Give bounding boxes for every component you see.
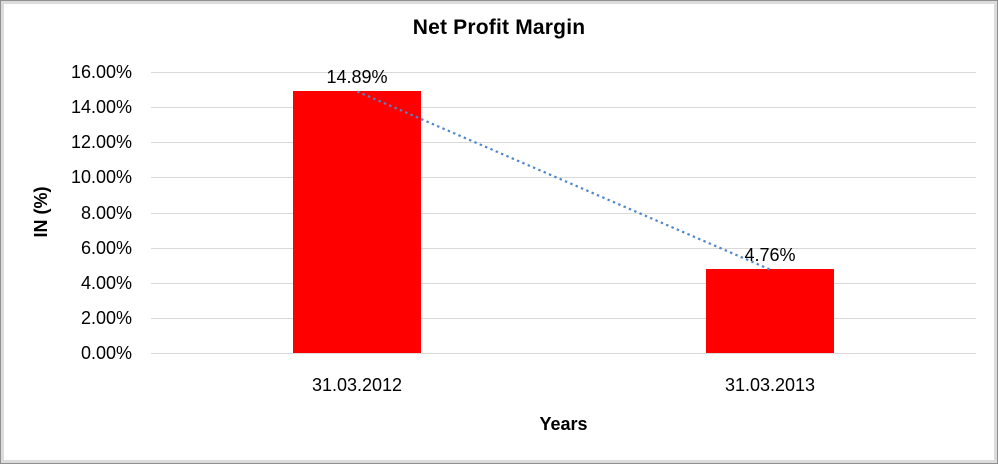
y-tick-label: 2.00% [80, 308, 132, 328]
gridline [151, 177, 976, 178]
y-tick-label: 4.00% [80, 273, 132, 293]
gridline [151, 142, 976, 143]
y-tick-label: 8.00% [80, 203, 132, 223]
x-tick-label: 31.03.2012 [311, 375, 403, 395]
data-label: 4.76% [744, 245, 796, 265]
chart-title: Net Profit Margin [412, 16, 586, 39]
y-tick-label: 10.00% [70, 167, 132, 187]
y-tick-label: 6.00% [80, 238, 132, 258]
x-axis-title: Years [539, 414, 588, 434]
gridline [151, 107, 976, 108]
y-tick-label: 12.00% [70, 132, 132, 152]
gridline [151, 213, 976, 214]
gridline [151, 283, 976, 284]
bar [706, 269, 834, 353]
y-tick-label: 16.00% [70, 62, 132, 82]
gridline [151, 248, 976, 249]
x-tick-label: 31.03.2013 [724, 375, 816, 395]
y-tick-label: 0.00% [80, 343, 132, 363]
gridline [151, 72, 976, 73]
bar [293, 91, 421, 353]
y-tick-label: 14.00% [70, 97, 132, 117]
data-label: 14.89% [326, 67, 388, 87]
gridline [151, 318, 976, 319]
gridline [151, 353, 976, 354]
